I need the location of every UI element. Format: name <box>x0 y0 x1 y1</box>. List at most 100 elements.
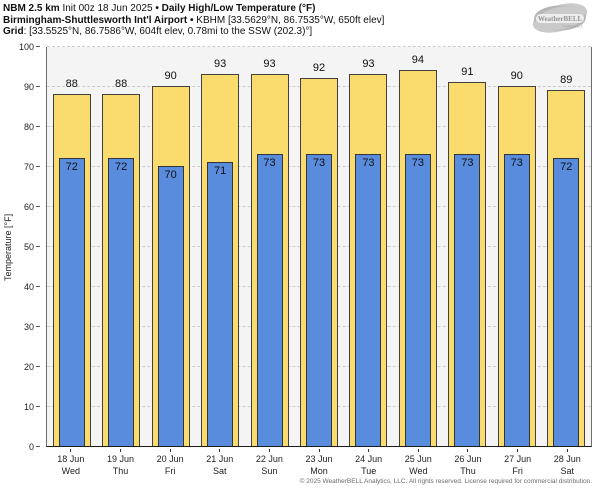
station-name: Birmingham-Shuttlesworth Int'l Airport <box>3 14 188 26</box>
x-tick-mark <box>219 449 221 452</box>
y-tick-label: 30 <box>23 322 34 332</box>
date-label: 19 Jun <box>106 454 134 464</box>
y-tick-label: 80 <box>23 122 34 132</box>
bar-slot: 88 72 <box>96 47 145 446</box>
x-tick-mark <box>517 449 519 452</box>
low-temp-bar: 72 <box>58 158 85 446</box>
x-tick-label: 28 Jun Sat <box>542 449 592 477</box>
high-temp-bar: 73 <box>349 74 388 446</box>
weekday-label: Wed <box>61 466 80 476</box>
y-tick-label: 10 <box>23 402 34 412</box>
x-tick-label: 25 Jun Wed <box>393 449 443 477</box>
y-tick-label: 90 <box>23 82 34 92</box>
high-value-label: 90 <box>510 70 523 82</box>
y-tick-label: 100 <box>18 42 34 52</box>
low-value-label: 70 <box>164 169 177 181</box>
y-tick-label: 50 <box>23 242 34 252</box>
y-tick-mark <box>36 126 40 127</box>
x-tick-label: 18 Jun Wed <box>46 449 96 477</box>
weekday-label: Tue <box>361 466 377 476</box>
high-value-label: 93 <box>362 58 375 70</box>
bullet-separator: • <box>155 3 159 14</box>
weekday-label: Sun <box>261 466 278 476</box>
bar-slot: 94 73 <box>393 47 442 446</box>
gridline <box>47 46 591 47</box>
weekday-label: Thu <box>112 466 129 476</box>
model-name: NBM 2.5 km <box>3 3 60 14</box>
low-value-label: 73 <box>362 157 375 169</box>
y-tick-label: 40 <box>23 282 34 292</box>
y-tick-mark <box>36 46 40 47</box>
low-value-label: 72 <box>560 161 573 173</box>
low-value-label: 71 <box>213 165 227 177</box>
weekday-label: Mon <box>310 466 328 476</box>
high-value-label: 91 <box>461 66 474 78</box>
x-tick-label: 21 Jun Sat <box>195 449 245 477</box>
high-value-label: 93 <box>213 58 227 70</box>
x-tick-mark <box>467 449 469 452</box>
y-tick-label: 70 <box>23 162 34 172</box>
low-temp-bar: 72 <box>108 158 135 446</box>
date-label: 21 Jun <box>206 454 234 464</box>
y-axis-ticks: 0 10 20 30 40 50 60 70 80 90 100 <box>16 42 40 452</box>
low-temp-bar: 73 <box>404 154 431 446</box>
grid-label: Grid <box>3 26 24 37</box>
low-value-label: 73 <box>312 157 326 169</box>
station-coordinates: KBHM [33.5629°N, 86.7535°W, 650ft elev] <box>196 14 385 26</box>
y-tick-mark <box>36 366 40 367</box>
x-tick-label: 24 Jun Tue <box>344 449 394 477</box>
bar-slot: 91 73 <box>443 47 492 446</box>
x-tick-mark <box>417 449 419 452</box>
copyright-text: © 2025 WeatherBELL Analytics, LLC. All r… <box>299 478 592 485</box>
high-temp-bar: 73 <box>250 74 289 446</box>
high-value-label: 88 <box>65 78 78 90</box>
high-temp-bar: 73 <box>299 78 338 446</box>
high-temp-bar: 71 <box>201 74 240 446</box>
low-value-label: 73 <box>411 157 425 169</box>
high-value-label: 94 <box>411 54 425 66</box>
x-axis-labels: 18 Jun Wed 19 Jun Thu 20 Jun Fri 21 Jun Sat 22 J… <box>46 449 592 477</box>
bar-slot: 90 70 <box>146 47 195 446</box>
high-value-label: 93 <box>263 58 276 70</box>
low-value-label: 72 <box>115 161 128 173</box>
high-temp-bar: 72 <box>547 90 586 446</box>
date-label: 25 Jun <box>404 454 432 464</box>
bars-area: 88 72 88 72 90 70 93 71 93 73 92 73 93 73 94 73 91 73 90 73… <box>47 47 591 446</box>
y-tick-mark <box>36 326 40 327</box>
low-temp-bar: 70 <box>157 166 184 446</box>
date-label: 20 Jun <box>156 454 184 464</box>
high-value-label: 88 <box>115 78 128 90</box>
y-tick-mark <box>36 286 40 287</box>
weekday-label: Wed <box>409 466 428 476</box>
x-tick-mark <box>318 449 320 452</box>
weekday-label: Sat <box>212 466 227 476</box>
high-value-label: 89 <box>560 74 573 86</box>
low-temp-bar: 73 <box>305 154 332 446</box>
bar-slot: 93 71 <box>195 47 244 446</box>
y-tick-mark <box>36 86 40 87</box>
chart-title: Daily High/Low Temperature (°F) <box>158 3 316 14</box>
x-tick-label: 27 Jun Fri <box>493 449 543 477</box>
y-tick-mark <box>36 166 40 167</box>
date-label: 28 Jun <box>553 454 581 464</box>
chart-header: NBM 2.5 km Init 00z 18 Jun 2025 • Daily … <box>3 3 384 38</box>
x-tick-label: 23 Jun Mon <box>294 449 344 477</box>
high-temp-bar: 73 <box>448 82 487 446</box>
low-temp-bar: 73 <box>454 154 481 446</box>
bullet-separator: • <box>187 14 197 26</box>
y-tick-mark <box>36 246 40 247</box>
y-tick-label: 0 <box>28 442 34 452</box>
svg-text:WeatherBELL: WeatherBELL <box>538 15 583 23</box>
low-value-label: 73 <box>263 157 276 169</box>
x-tick-label: 19 Jun Thu <box>96 449 146 477</box>
bar-slot: 92 73 <box>294 47 343 446</box>
weekday-label: Fri <box>512 466 523 476</box>
header-line-1: NBM 2.5 km Init 00z 18 Jun 2025 • Daily … <box>3 3 384 15</box>
weekday-label: Sat <box>560 466 574 476</box>
weatherbell-logo-icon: WeatherBELL Analytics LLC <box>523 1 595 37</box>
x-tick-label: 22 Jun Sun <box>245 449 295 477</box>
x-tick-mark <box>119 449 121 452</box>
high-temp-bar: 70 <box>151 86 190 446</box>
bar-slot: 88 72 <box>47 47 96 446</box>
